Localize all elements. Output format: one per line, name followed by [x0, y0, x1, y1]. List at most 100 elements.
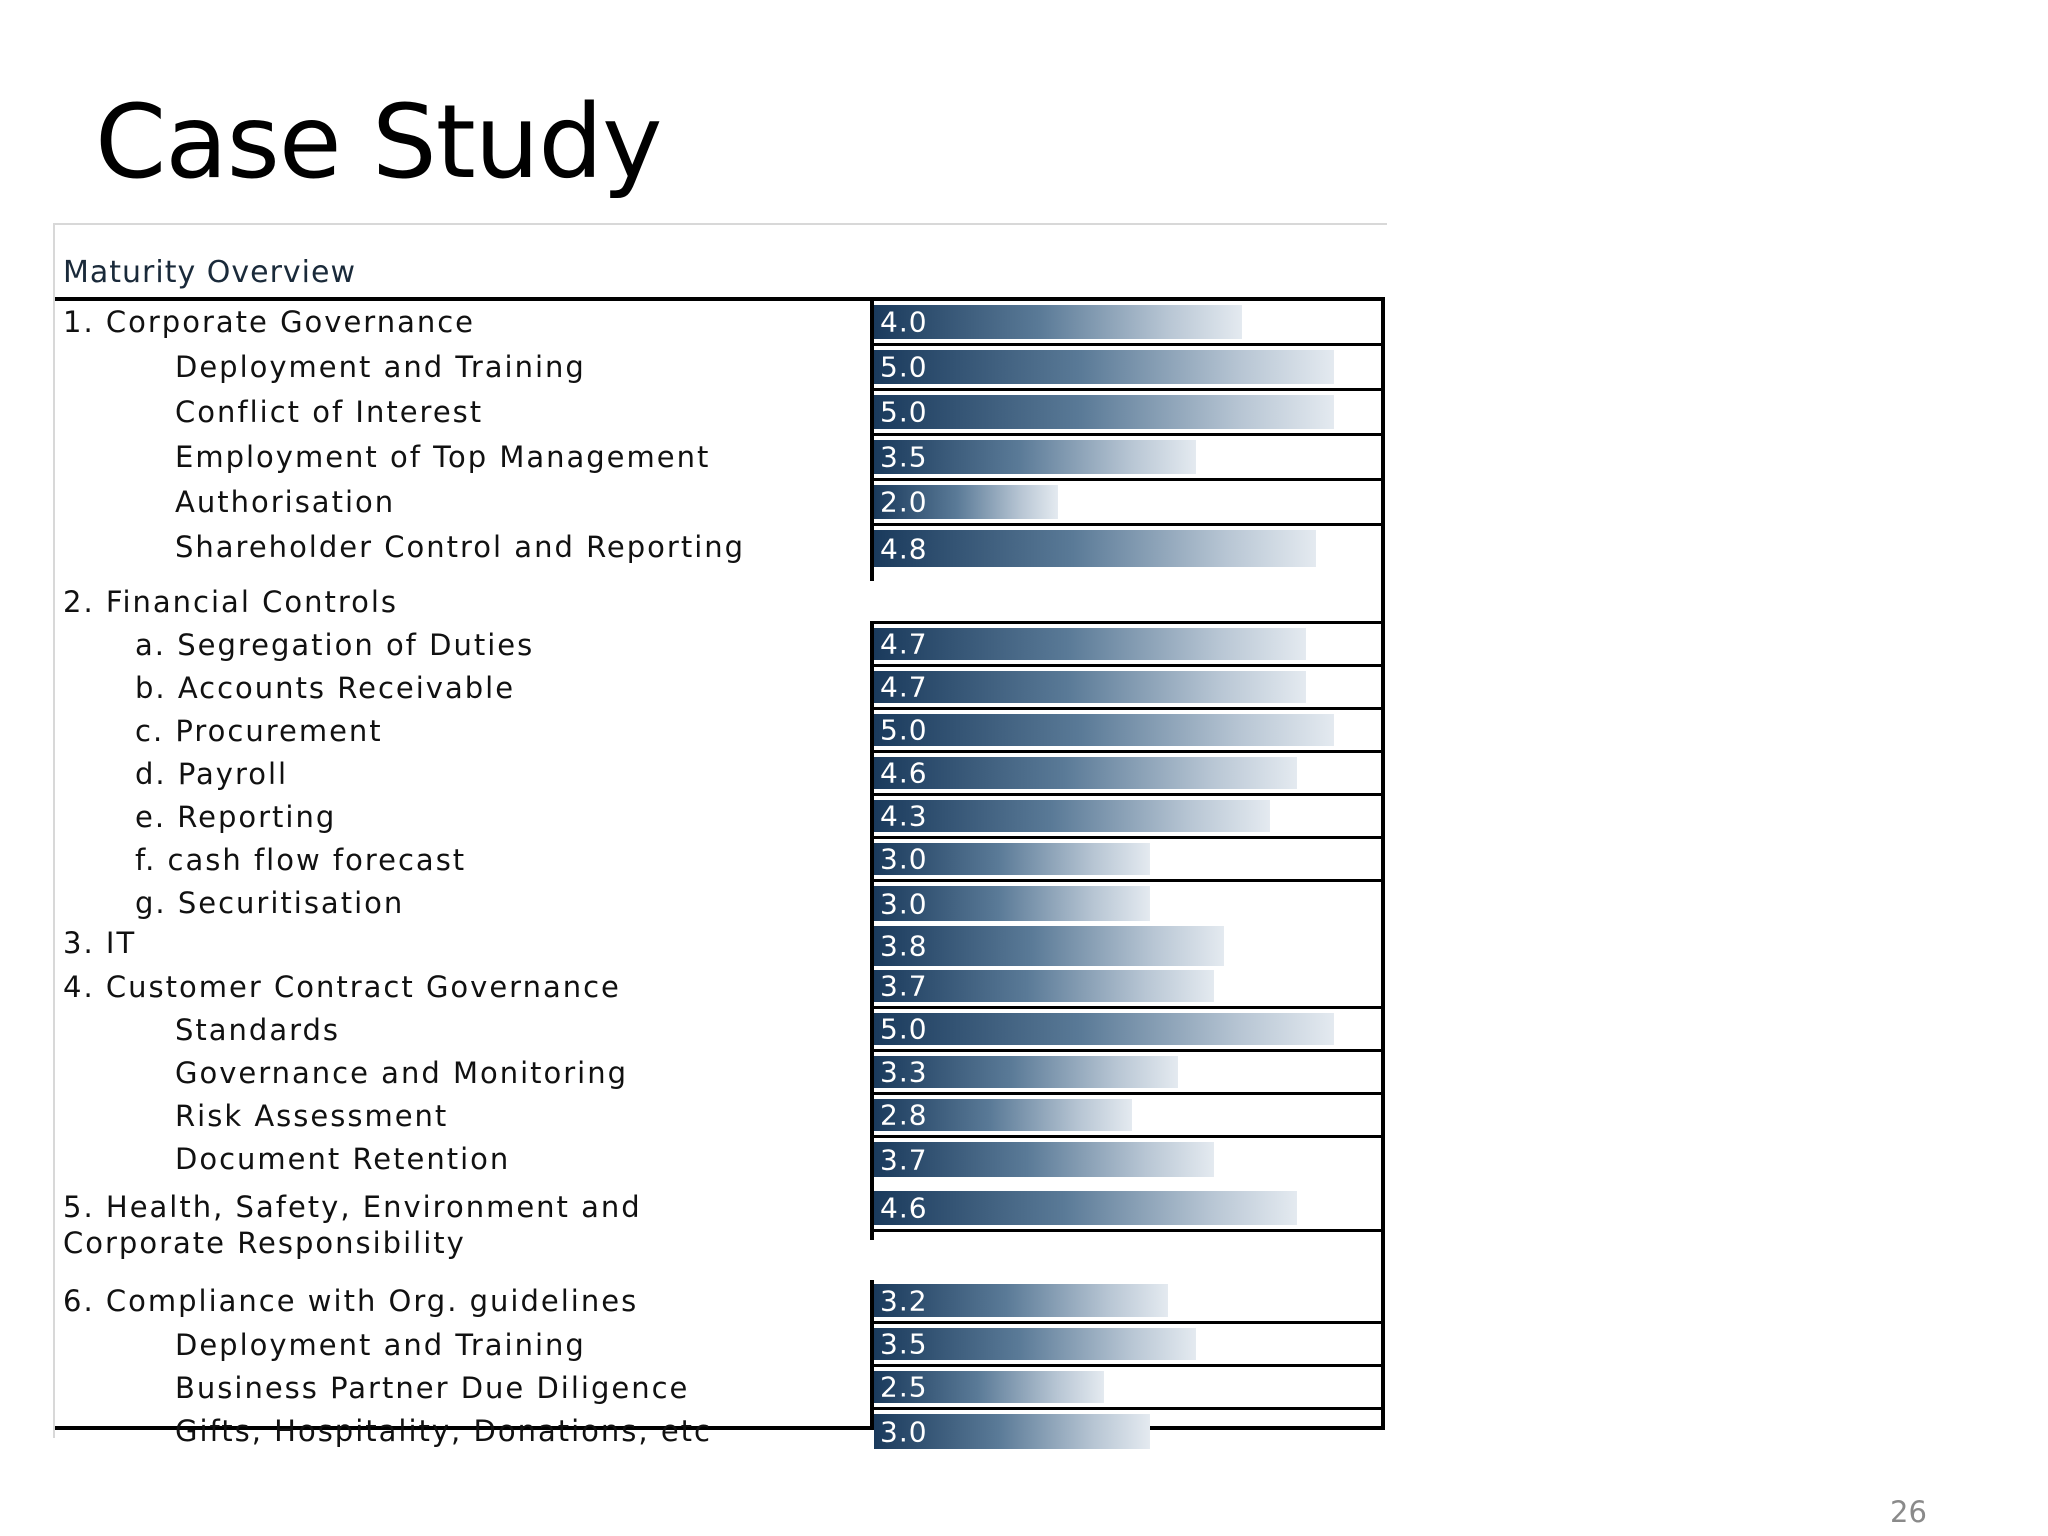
bar-value-label: 2.5: [880, 1370, 928, 1404]
item-label: e. Reporting: [135, 800, 337, 834]
bar: 2.8: [874, 1099, 1132, 1132]
group-label: 2. Financial Controls: [63, 585, 399, 619]
column-divider: [870, 301, 874, 581]
item-label: Shareholder Control and Reporting: [175, 530, 746, 564]
bar: 4.8: [874, 530, 1316, 567]
bar-value-label: 3.0: [880, 842, 928, 876]
group-label: 4. Customer Contract Governance: [63, 970, 621, 1004]
bar-cell: 3.0: [874, 882, 1381, 925]
bar-value-label: 5.0: [880, 350, 928, 384]
bar: 5.0: [874, 713, 1334, 747]
column-divider: [870, 922, 874, 966]
group-label: 3. IT: [63, 926, 137, 960]
chart-group: 5. Health, Safety, Environment and Corpo…: [55, 1187, 1385, 1284]
column-divider: [870, 624, 874, 922]
bar-value-label: 3.8: [880, 929, 928, 963]
item-label: Gifts, Hospitality, Donations, etc: [175, 1414, 712, 1448]
bar-cell: 5.0: [874, 710, 1381, 753]
bar-cell: 3.3: [874, 1052, 1381, 1095]
bar: 4.7: [874, 627, 1307, 661]
bar: 2.5: [874, 1370, 1104, 1404]
bar-value-label: 3.7: [880, 1143, 928, 1176]
bar-value-label: 3.0: [880, 1415, 928, 1448]
bar-value-label: 3.3: [880, 1055, 928, 1089]
chart-group: 2. Financial Controls a. Segregation of D…: [55, 581, 1385, 926]
column-divider: [870, 1280, 874, 1426]
bar-value-label: 4.6: [880, 1191, 928, 1225]
bar-value-label: 3.7: [880, 969, 928, 1003]
empty-bar-cell: [870, 581, 1381, 624]
bar: 4.6: [874, 756, 1298, 790]
group-label: 6. Compliance with Org. guidelines: [63, 1284, 639, 1318]
item-label: Deployment and Training: [175, 1328, 586, 1362]
group-label: 5. Health, Safety, Environment and Corpo…: [63, 1190, 642, 1260]
bar-value-label: 5.0: [880, 395, 928, 429]
bar-value-label: 5.0: [880, 1012, 928, 1046]
bar-value-label: 4.8: [880, 532, 928, 565]
bar-cell: 4.3: [874, 796, 1381, 839]
bar: 3.7: [874, 1142, 1215, 1177]
bar-cell: 3.5: [874, 1324, 1381, 1367]
bar: 3.0: [874, 886, 1150, 921]
chart-title: Maturity Overview: [63, 255, 357, 290]
bar: 5.0: [874, 395, 1334, 429]
chart-group: 1. Corporate Governance 4.0 Deployment and…: [55, 297, 1385, 585]
item-label: g. Securitisation: [135, 886, 405, 920]
bar-cell: 2.0: [874, 481, 1381, 526]
bar-cell: 5.0: [874, 346, 1381, 391]
bar-cell: 4.8: [874, 526, 1381, 571]
item-label: a. Segregation of Duties: [135, 628, 535, 662]
bar-value-label: 5.0: [880, 713, 928, 747]
bar-value-label: 4.7: [880, 670, 928, 704]
bar: 5.0: [874, 1012, 1334, 1046]
bar: 3.3: [874, 1055, 1178, 1089]
item-label: b. Accounts Receivable: [135, 671, 516, 705]
bar-value-label: 4.0: [880, 305, 928, 339]
bar-value-label: 4.7: [880, 627, 928, 661]
item-label: Risk Assessment: [175, 1099, 449, 1133]
maturity-chart: Maturity Overview 1. Corporate Governanc…: [53, 223, 1387, 1449]
page-number: 26: [1890, 1495, 1927, 1529]
bar-cell: 3.5: [874, 436, 1381, 481]
bar-value-label: 4.6: [880, 756, 928, 790]
item-label: Authorisation: [175, 485, 396, 519]
bar-value-label: 3.5: [880, 1327, 928, 1361]
chart-group: 6. Compliance with Org. guidelines 3.2 Dep…: [55, 1280, 1385, 1449]
item-label: Employment of Top Management: [175, 440, 711, 474]
item-label: Document Retention: [175, 1142, 511, 1176]
bar-cell: 4.6: [874, 1187, 1381, 1232]
bar-cell: 3.2: [874, 1280, 1381, 1324]
bar-cell: 4.0: [874, 301, 1381, 346]
bar: 2.0: [874, 485, 1058, 519]
bar: 3.2: [874, 1284, 1169, 1317]
item-label: Conflict of Interest: [175, 395, 484, 429]
bar: 3.0: [874, 1414, 1150, 1449]
bar-cell: 2.8: [874, 1095, 1381, 1138]
item-label: Governance and Monitoring: [175, 1056, 629, 1090]
bar-cell: 3.0: [874, 839, 1381, 882]
chart-group: 4. Customer Contract Governance 3.7 Standa…: [55, 966, 1385, 1191]
bar: 3.5: [874, 440, 1196, 474]
bar-cell: 5.0: [874, 1009, 1381, 1052]
bar: 3.8: [874, 926, 1224, 966]
item-label: f. cash flow forecast: [135, 843, 467, 877]
bar-value-label: 3.2: [880, 1284, 928, 1317]
bar-cell: 4.7: [874, 624, 1381, 667]
slide-title: Case Study: [95, 83, 663, 202]
bar: 3.0: [874, 842, 1150, 876]
bar: 4.3: [874, 800, 1270, 833]
group-label: 1. Corporate Governance: [63, 305, 476, 339]
bar-cell: 3.7: [874, 966, 1381, 1009]
bar-value-label: 3.5: [880, 440, 928, 474]
bar: 3.7: [874, 969, 1215, 1003]
bar-value-label: 3.0: [880, 887, 928, 920]
bar-cell: 3.7: [874, 1138, 1381, 1181]
bar: 4.7: [874, 670, 1307, 704]
bar: 4.6: [874, 1191, 1298, 1225]
bar-cell: 4.6: [874, 753, 1381, 796]
bar-cell: 2.5: [874, 1367, 1381, 1410]
bar-cell: 4.7: [874, 667, 1381, 710]
chart-group: 3. IT 3.8: [55, 922, 1385, 970]
bar-cell: 3.8: [874, 922, 1381, 970]
bar-cell: 3.0: [874, 1410, 1381, 1453]
